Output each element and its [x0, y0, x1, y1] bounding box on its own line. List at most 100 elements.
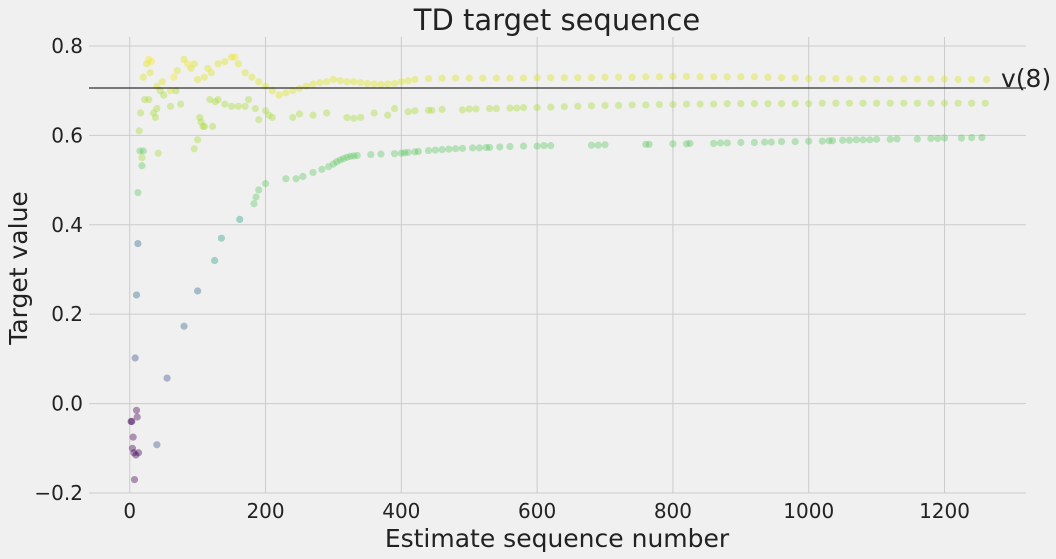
data-point	[475, 144, 484, 152]
data-point	[669, 140, 677, 148]
data-point	[601, 73, 609, 81]
y-tick-label: 0.8	[51, 34, 83, 58]
data-point	[384, 80, 392, 88]
data-point	[723, 100, 731, 108]
data-point	[458, 106, 467, 114]
data-point	[547, 74, 555, 82]
data-point	[199, 122, 207, 131]
data-point	[190, 145, 198, 153]
data-point	[390, 79, 399, 88]
data-point	[234, 60, 242, 68]
data-point	[292, 175, 300, 183]
data-point	[137, 109, 145, 117]
data-point	[655, 100, 663, 109]
data-point	[217, 234, 226, 242]
data-point	[845, 99, 854, 107]
data-point	[251, 104, 259, 113]
data-point	[138, 162, 146, 170]
data-point	[268, 113, 276, 122]
data-point	[710, 100, 718, 108]
data-point	[791, 74, 799, 82]
data-point	[221, 57, 229, 66]
data-point	[873, 135, 881, 143]
data-point	[211, 98, 219, 106]
data-point	[255, 78, 263, 86]
x-tick-label: 400	[382, 499, 420, 523]
data-point	[954, 99, 962, 107]
data-point	[832, 99, 840, 107]
data-point	[737, 100, 745, 108]
data-point	[261, 107, 270, 115]
data-point	[628, 101, 636, 109]
data-point	[886, 75, 894, 83]
data-point	[696, 100, 704, 108]
chart-title: TD target sequence	[413, 3, 700, 37]
data-point	[519, 74, 528, 82]
x-tick-label: 1000	[783, 499, 834, 523]
data-point	[445, 145, 453, 153]
data-point	[404, 148, 412, 156]
data-point	[370, 109, 378, 117]
data-point	[828, 137, 837, 145]
grid-lines	[89, 37, 1026, 494]
data-point	[750, 100, 759, 108]
data-point	[211, 256, 219, 265]
data-point	[336, 156, 344, 164]
data-point	[153, 441, 161, 449]
data-point	[227, 53, 236, 61]
data-point	[492, 104, 500, 113]
data-point	[329, 160, 338, 168]
data-point	[268, 87, 276, 95]
data-point	[147, 57, 156, 66]
x-tick-label: 800	[654, 499, 692, 523]
data-point	[323, 109, 331, 117]
data-point	[913, 75, 921, 83]
data-point	[130, 475, 139, 484]
data-point	[180, 322, 188, 330]
data-point	[356, 113, 365, 122]
data-point	[404, 77, 412, 85]
data-point	[136, 147, 144, 155]
data-point	[587, 102, 596, 110]
data-point	[183, 60, 192, 68]
data-point	[377, 150, 385, 158]
data-point	[513, 104, 521, 112]
data-point	[255, 116, 263, 124]
data-point	[397, 78, 405, 86]
data-point	[540, 142, 548, 150]
data-point	[560, 74, 568, 82]
data-point	[318, 165, 326, 173]
data-point	[411, 75, 419, 84]
data-point	[682, 140, 691, 148]
data-point	[401, 149, 409, 157]
data-point	[127, 417, 135, 426]
data-point	[866, 136, 874, 144]
data-point	[983, 75, 991, 84]
x-tick-label: 1200	[919, 499, 970, 523]
data-point	[204, 64, 212, 72]
data-point	[458, 144, 467, 152]
data-point	[479, 74, 487, 82]
data-point	[329, 75, 338, 84]
data-point	[384, 111, 392, 119]
data-point	[777, 138, 786, 146]
data-point	[302, 82, 310, 90]
data-point	[316, 79, 324, 87]
data-point	[134, 188, 142, 197]
data-point	[163, 374, 171, 382]
data-point	[968, 75, 976, 84]
data-point	[353, 151, 361, 160]
data-point	[533, 142, 541, 150]
data-point	[424, 106, 433, 114]
data-point	[143, 60, 151, 68]
data-point	[333, 158, 341, 166]
data-point	[886, 135, 894, 143]
data-point	[760, 138, 769, 146]
data-point	[818, 74, 826, 83]
data-point	[723, 73, 731, 81]
data-point	[145, 55, 153, 63]
data-point	[173, 66, 181, 75]
data-point	[170, 73, 178, 81]
data-point	[411, 148, 419, 156]
